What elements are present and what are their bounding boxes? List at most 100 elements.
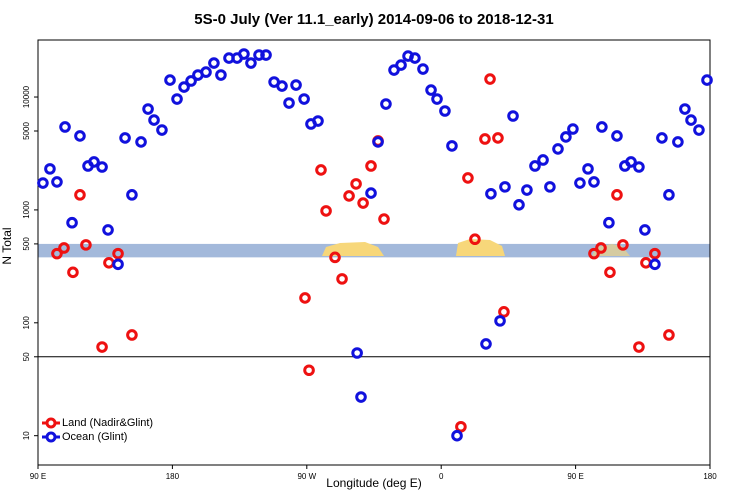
y-tick-label: 1000 [22, 200, 31, 218]
point [74, 189, 86, 201]
point [679, 103, 691, 115]
point [200, 66, 212, 78]
point [350, 178, 362, 190]
point [462, 172, 474, 184]
point [378, 213, 390, 225]
point [59, 121, 71, 133]
point [303, 364, 315, 377]
point [58, 242, 70, 254]
point [357, 197, 369, 209]
point [685, 114, 697, 126]
point [37, 177, 49, 189]
point [633, 341, 645, 353]
point [469, 233, 481, 246]
x-tick-label: 180 [703, 472, 717, 481]
point [701, 74, 713, 86]
point [492, 132, 504, 144]
point [552, 143, 564, 155]
point [276, 80, 288, 92]
x-tick-label: 90 W [297, 472, 316, 481]
point [588, 247, 600, 260]
point [298, 93, 310, 105]
point [560, 131, 572, 143]
point [663, 329, 675, 341]
legend-marker [45, 417, 57, 429]
point [507, 110, 519, 122]
point [499, 181, 511, 193]
point [582, 163, 594, 175]
point [208, 57, 220, 69]
point [355, 391, 367, 403]
y-tick-label: 500 [22, 237, 31, 251]
point [603, 216, 615, 229]
point [164, 74, 176, 86]
point [451, 429, 463, 442]
point [96, 341, 108, 353]
x-tick-label: 180 [166, 472, 180, 481]
point [315, 164, 327, 176]
point [596, 121, 608, 133]
point [135, 136, 147, 148]
point [112, 258, 124, 271]
point [595, 242, 607, 254]
point [126, 189, 138, 201]
point [513, 198, 525, 211]
point [148, 114, 160, 126]
point [485, 187, 497, 200]
point [480, 338, 492, 350]
point [44, 163, 56, 175]
point [343, 190, 355, 202]
point [431, 93, 443, 105]
point [119, 132, 131, 144]
point [409, 52, 421, 64]
point [142, 103, 154, 115]
point [290, 79, 302, 91]
point [640, 257, 652, 269]
point [365, 187, 377, 199]
point [479, 133, 491, 145]
y-tick-label: 10 [22, 431, 31, 440]
chart-title: 5S-0 July (Ver 11.1_early) 2014-09-06 to… [194, 11, 553, 28]
point [74, 130, 86, 142]
point [245, 57, 257, 69]
point [283, 97, 295, 109]
point [329, 251, 341, 264]
point [639, 224, 651, 236]
point [102, 224, 114, 236]
point [625, 156, 637, 168]
point [617, 239, 629, 251]
point [51, 247, 63, 260]
point [171, 93, 183, 105]
point [88, 156, 100, 168]
point [494, 315, 506, 327]
plot-frame [37, 39, 711, 466]
point [320, 205, 332, 217]
point [380, 98, 392, 110]
point [417, 63, 429, 75]
x-tick-label: 90 E [30, 472, 46, 481]
point [372, 136, 384, 148]
land-overlay-shape [456, 239, 505, 256]
point [215, 69, 227, 81]
point [336, 273, 348, 285]
point [693, 124, 705, 136]
point [455, 420, 467, 433]
point [96, 161, 108, 173]
point [604, 266, 616, 279]
point [365, 160, 377, 172]
point [574, 177, 586, 189]
point [185, 75, 197, 87]
point [611, 189, 623, 201]
point [611, 130, 623, 142]
legend-marker [45, 431, 57, 443]
point [395, 59, 407, 71]
point [484, 73, 496, 85]
point [112, 247, 124, 260]
y-tick-label: 5000 [22, 122, 31, 140]
point [103, 257, 115, 269]
point [544, 181, 556, 193]
point [588, 176, 600, 188]
point [537, 154, 549, 166]
